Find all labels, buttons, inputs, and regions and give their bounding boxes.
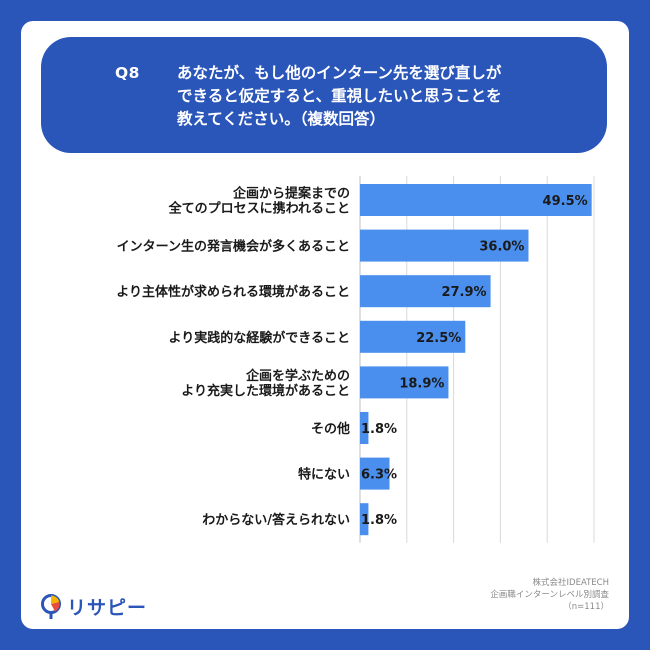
value-label: 1.8% — [361, 422, 397, 437]
category-label-line: 特にない — [298, 467, 350, 483]
source-line: 株式会社IDEATECH — [532, 578, 609, 588]
value-label: 27.9% — [441, 285, 486, 300]
risapi-logo: リサピー — [40, 593, 147, 620]
value-label: 6.3% — [361, 468, 397, 483]
category-label: わからない/答えられない — [202, 512, 350, 528]
survey-card: Q8 あなたが、もし他のインターン先を選び直しが できると仮定すると、重視したい… — [21, 21, 629, 629]
category-label-line: わからない/答えられない — [202, 512, 350, 528]
category-label-line: その他 — [311, 421, 350, 437]
category-label: より実践的な経験ができること — [169, 330, 350, 346]
value-label: 22.5% — [416, 331, 461, 346]
category-label-line: 企画を学ぶための — [245, 368, 350, 384]
value-label: 18.9% — [399, 376, 444, 391]
category-label-line: 全てのプロセスに携われること — [168, 201, 350, 217]
value-label: 1.8% — [361, 513, 397, 528]
question-text: あなたが、もし他のインターン先を選び直しが できると仮定すると、重視したいと思う… — [177, 62, 577, 131]
source-note: 株式会社IDEATECH 企画職インターンレベル別調査 （n=111） — [490, 577, 609, 613]
category-label: 特にない — [298, 467, 350, 483]
category-label-line: より実践的な経験ができること — [169, 330, 350, 346]
value-label: 49.5% — [543, 194, 588, 209]
source-line: （n=111） — [563, 602, 609, 612]
question-line: 教えてください。（複数回答） — [177, 110, 386, 128]
bar — [360, 457, 390, 490]
bar — [360, 320, 466, 353]
category-label-line: より充実した環境があること — [181, 383, 350, 399]
bar — [360, 275, 491, 308]
question-number: Q8 — [115, 64, 140, 82]
bars — [360, 184, 592, 536]
category-labels: 企画から提案までの全てのプロセスに携われることインターン生の発言機会が多くあるこ… — [116, 186, 350, 529]
question-banner: Q8 あなたが、もし他のインターン先を選び直しが できると仮定すると、重視したい… — [41, 37, 607, 153]
bar — [360, 184, 592, 216]
logo-text: リサピー — [67, 597, 148, 619]
bar — [360, 503, 369, 536]
question-line: できると仮定すると、重視したいと思うことを — [177, 87, 502, 105]
category-label-line: インターン生の発言機会が多くあること — [117, 239, 350, 255]
bar — [360, 412, 369, 444]
category-label: 企画を学ぶためのより充実した環境があること — [181, 368, 350, 399]
value-label: 36.0% — [479, 240, 524, 255]
category-label: より主体性が求められる環境があること — [116, 284, 350, 300]
value-labels: 49.5% 36.0% 27.9% 22.5% 18.9% 1.8% 6.3% 1.8% — [361, 194, 588, 528]
source-line: 企画職インターンレベル別調査 — [490, 590, 609, 600]
bar-chart: 企画から提案までの全てのプロセスに携われることインターン生の発言機会が多くあるこ… — [116, 176, 595, 543]
question-line: あなたが、もし他のインターン先を選び直しが — [177, 64, 502, 82]
category-label: その他 — [311, 421, 350, 437]
category-label-line: より主体性が求められる環境があること — [116, 284, 350, 300]
category-label-line: 企画から提案までの — [232, 186, 350, 202]
category-label: 企画から提案までの全てのプロセスに携われること — [168, 186, 350, 217]
bar — [360, 366, 449, 399]
category-label: インターン生の発言機会が多くあること — [117, 239, 350, 255]
bar — [360, 229, 529, 262]
location-pin-icon — [41, 593, 61, 619]
